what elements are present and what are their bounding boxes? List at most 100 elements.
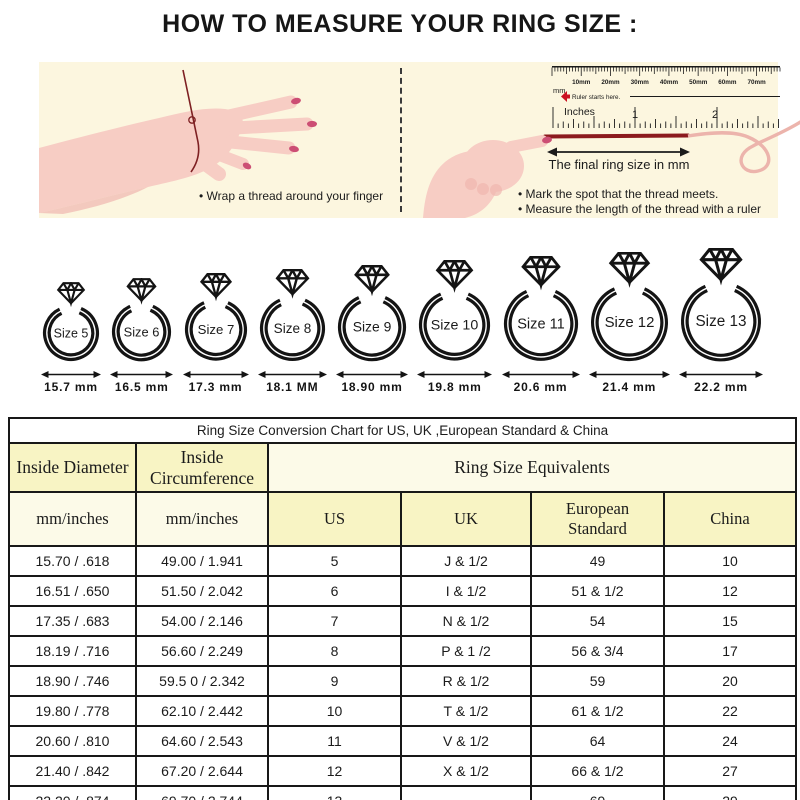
ring-diameter-arrow [336, 371, 408, 378]
svg-text:30mm: 30mm [631, 79, 650, 86]
ring-size-label: Size 11 [517, 316, 565, 332]
table-cell: 59.5 0 / 2.342 [135, 665, 269, 697]
table-cell: 10 [267, 695, 402, 727]
final-size-label: The final ring size in mm [549, 157, 690, 172]
table-title-row: Ring Size Conversion Chart for US, UK ,E… [7, 417, 798, 444]
hand-ruler-illustration: 10mm 20mm 30mm 40mm 50mm 60mm 70mm mm Ru… [423, 66, 800, 218]
ring-size-label: Size 9 [353, 319, 392, 335]
page-title: HOW TO MEASURE YOUR RING SIZE : [162, 10, 638, 38]
svg-text:60mm: 60mm [718, 79, 737, 86]
ring-size-label: Size 8 [273, 321, 311, 336]
pointing-hand [423, 135, 552, 218]
table-cell: 18.19 / .716 [8, 635, 137, 667]
diamond-icon [275, 269, 310, 299]
table-row: 18.19 / .716 56.60 / 2.249 8 P & 1 /2 56 & 3… [8, 635, 798, 667]
table-cell: N & 1/2 [400, 605, 532, 637]
table-cell: 17.35 / .683 [8, 605, 137, 637]
table-cell: 6 [267, 575, 402, 607]
header-inside-diameter: Inside Diameter [8, 442, 137, 493]
svg-text:20mm: 20mm [601, 79, 620, 86]
mm-unit-label: mm [553, 86, 566, 95]
table-cell: 9 [267, 665, 402, 697]
table-cell: 21.40 / .842 [8, 755, 137, 787]
ring-figure: Size 9 [337, 265, 407, 362]
diamond-icon [199, 273, 232, 302]
ring-figure: Size 6 [112, 278, 172, 362]
curled-thread [687, 120, 800, 174]
table-cell: 62.10 / 2.442 [135, 695, 269, 727]
measure-length-instruction: • Measure the length of the thread with … [518, 202, 762, 216]
table-cell: 12 [267, 755, 402, 787]
ring-figure: Size 8 [259, 269, 325, 361]
table-cell: 20.60 / .810 [8, 725, 137, 757]
thread-knot [188, 116, 196, 124]
ring-figure: Size 13 [680, 248, 762, 362]
table-cell: 13 [267, 785, 402, 800]
table-cell: P & 1 /2 [400, 635, 532, 667]
svg-text:40mm: 40mm [660, 79, 679, 86]
ring-diameter-label: 18.90 mm [341, 380, 403, 394]
ring-size-label: Size 10 [431, 318, 479, 334]
ruler-start-marker-stem [567, 94, 570, 99]
table-row: 21.40 / .842 67.20 / 2.644 12 X & 1/2 66 & 1… [8, 755, 798, 787]
ring-figure: Size 11 [503, 256, 578, 361]
ring-size-label: Size 6 [124, 324, 160, 339]
measured-thread-line [543, 133, 690, 139]
table-cell: X & 1/2 [400, 755, 532, 787]
hand-palm [39, 108, 243, 213]
table-cell: 54 [530, 605, 665, 637]
conversion-table: Ring Size Conversion Chart for US, UK ,E… [7, 417, 798, 800]
diamond-icon [520, 256, 561, 291]
ring-diameter-label: 18.1 MM [266, 380, 319, 394]
table-cell: 22 [662, 695, 798, 727]
ring-diameter-arrow [679, 371, 763, 378]
table-cell: 27 [662, 755, 798, 787]
wrap-thread-instruction: • Wrap a thread around your finger [199, 189, 384, 203]
table-cell: 59 [530, 665, 665, 697]
table-title: Ring Size Conversion Chart for US, UK ,E… [7, 417, 798, 444]
ruler-start-note: Ruler starts here. [572, 94, 621, 101]
ring-diameter-label: 21.4 mm [602, 380, 657, 394]
mm-scale-labels: 10mm 20mm 30mm 40mm 50mm 60mm 70mm [572, 79, 766, 86]
table-cell: 24 [662, 725, 798, 757]
table-cell: 56 & 3/4 [530, 635, 665, 667]
table-cell: 12 [662, 575, 798, 607]
table-cell: 64 [530, 725, 665, 757]
pointing-fingernail [542, 136, 552, 144]
header-us: US [267, 491, 402, 547]
table-cell: 61 & 1/2 [530, 695, 665, 727]
svg-text:10mm: 10mm [572, 79, 591, 86]
ring-size-13: Size 13 22.2 mm [675, 248, 767, 394]
table-row: 22.20 / .87469.70 / 2.74413__6929 [8, 785, 798, 800]
ruler-start-marker [561, 91, 567, 102]
ring-size-10: Size 10 19.8 mm [413, 260, 496, 394]
table-cell: 22.20 / .874 [8, 785, 137, 800]
inch-numbers: 1 2 [632, 109, 718, 121]
table-cell: 56.60 / 2.249 [135, 635, 269, 667]
ring-diameter-arrow [41, 371, 101, 378]
mm-tick-marks [551, 67, 781, 76]
table-cell: 19.80 / .778 [8, 695, 137, 727]
ring-size-8: Size 8 18.1 MM [254, 269, 331, 394]
table-row: 16.51 / .650 51.50 / 2.042 6 I & 1/2 51 & 1/… [8, 575, 798, 607]
ring-size-label: Size 13 [695, 313, 746, 330]
ring-diameter-label: 15.7 mm [44, 380, 98, 394]
wrap-thread-panel: • Wrap a thread around your finger [39, 62, 401, 218]
table-cell: 29 [662, 785, 798, 800]
svg-text:50mm: 50mm [689, 79, 708, 86]
ruler: 10mm 20mm 30mm 40mm 50mm 60mm 70mm mm Ru… [551, 66, 781, 128]
diamond-icon [435, 260, 474, 293]
table-cell: 69 [530, 785, 665, 800]
table-cell: 66 & 1/2 [530, 755, 665, 787]
table-cell: 67.20 / 2.644 [135, 755, 269, 787]
diamond-icon [126, 278, 157, 305]
table-cell: 17 [662, 635, 798, 667]
table-cell: 7 [267, 605, 402, 637]
ring-size-label: Size 5 [54, 327, 89, 341]
table-cell: 54.00 / 2.146 [135, 605, 269, 637]
ring-diameter-label: 20.6 mm [513, 380, 568, 394]
table-cell: 51.50 / 2.042 [135, 575, 269, 607]
inch-tick-marks [552, 107, 779, 128]
ring-diameter-arrow [417, 371, 493, 378]
